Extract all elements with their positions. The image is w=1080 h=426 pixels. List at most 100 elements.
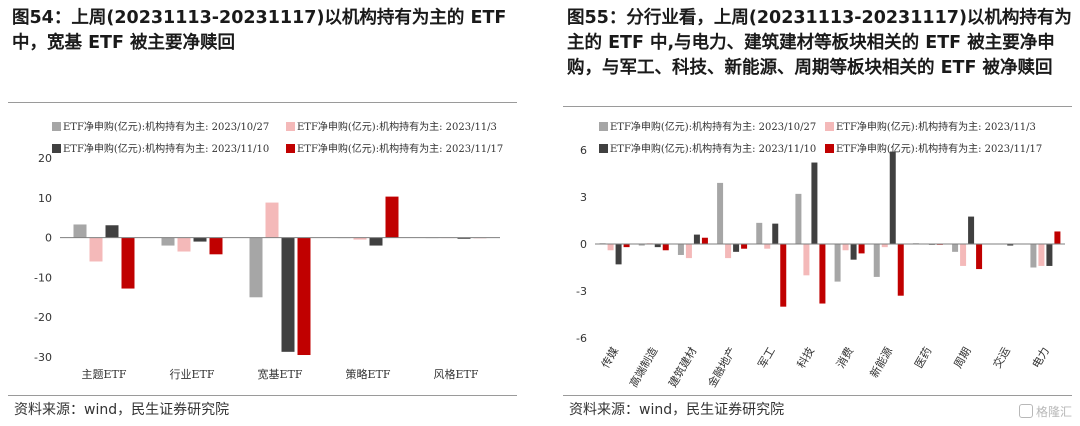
bar-2-10 — [960, 244, 967, 266]
bar-2-7 — [842, 244, 849, 251]
bar-4-4 — [741, 244, 748, 249]
legend-label: ETF净申购(亿元):机构持有为主: 2023/11/17 — [836, 144, 1043, 155]
watermark: 格隆汇 — [1018, 403, 1072, 420]
bar-1-2 — [161, 237, 175, 246]
bar-4-2 — [662, 244, 669, 251]
bar-4-12 — [1054, 231, 1061, 244]
left-legend-item-1: ETF净申购(亿元):机构持有为主: 2023/10/27 — [52, 118, 269, 133]
legend-label: ETF净申购(亿元):机构持有为主: 2023/11/10 — [63, 144, 270, 155]
y-tick-label: -10 — [34, 271, 52, 284]
left-legend-item-3: ETF净申购(亿元):机构持有为主: 2023/11/10 — [52, 140, 269, 155]
left-source-note: 资料来源：wind，民生证券研究院 — [14, 402, 230, 418]
legend-swatch — [825, 144, 834, 153]
bar-2-1 — [607, 244, 614, 251]
y-tick-label: -30 — [34, 351, 52, 364]
bar-4-10 — [976, 244, 983, 270]
bar-4-2 — [209, 237, 223, 255]
legend-swatch — [52, 144, 61, 153]
bar-4-7 — [858, 244, 865, 254]
y-tick-label: 0 — [45, 232, 52, 245]
category-label: 新能源 — [867, 345, 896, 381]
bar-4-5 — [780, 244, 787, 307]
bar-3-12 — [1046, 244, 1053, 266]
left-bottom-rule — [8, 395, 517, 396]
category-label: 电力 — [1030, 345, 1052, 371]
legend-label: ETF净申购(亿元):机构持有为主: 2023/11/10 — [610, 144, 817, 155]
category-label: 医药 — [912, 345, 934, 371]
bar-2-3 — [685, 244, 692, 259]
category-label: 宽基ETF — [258, 367, 303, 381]
legend-label: ETF净申购(亿元):机构持有为主: 2023/10/27 — [63, 122, 270, 133]
bar-4-8 — [897, 244, 904, 296]
legend-label: ETF净申购(亿元):机构持有为主: 2023/10/27 — [610, 122, 817, 133]
right-bottom-rule — [563, 395, 1072, 396]
watermark-text: 格隆汇 — [1035, 405, 1072, 419]
left-legend-item-4: ETF净申购(亿元):机构持有为主: 2023/11/17 — [286, 140, 503, 155]
bar-1-4 — [717, 182, 724, 244]
y-tick-label: 6 — [580, 144, 587, 157]
category-label: 传媒 — [599, 345, 621, 371]
bar-1-3 — [677, 244, 684, 255]
right-legend-item-4: ETF净申购(亿元):机构持有为主: 2023/11/17 — [825, 140, 1042, 155]
left-figure-title: 图54：上周(20231113-20231117)以机构持有为主的 ETF 中，… — [12, 8, 507, 53]
watermark-logo-icon — [1018, 404, 1033, 418]
legend-label: ETF净申购(亿元):机构持有为主: 2023/11/3 — [836, 122, 1036, 133]
left-figure-panel: 图54：上周(20231113-20231117)以机构持有为主的 ETF 中，… — [0, 0, 525, 426]
bar-1-3 — [249, 237, 263, 298]
legend-label: ETF净申购(亿元):机构持有为主: 2023/11/17 — [297, 144, 504, 155]
y-tick-label: -3 — [576, 285, 587, 298]
bar-3-1 — [105, 225, 119, 238]
bar-2-4 — [353, 237, 367, 240]
bar-4-1 — [121, 237, 135, 289]
category-label: 军工 — [756, 345, 778, 371]
right-top-rule — [563, 106, 1072, 107]
right-legend: ETF净申购(亿元):机构持有为主: 2023/10/27 ETF净申购(亿元)… — [555, 0, 1080, 160]
category-label: 主题ETF — [82, 368, 127, 381]
bar-1-7 — [834, 244, 841, 282]
category-label: 建筑建材 — [665, 345, 699, 390]
y-tick-label: 3 — [580, 191, 587, 204]
bar-1-5 — [756, 222, 763, 244]
bar-3-4 — [369, 237, 383, 246]
y-tick-label: 10 — [38, 192, 52, 205]
bar-2-4 — [725, 244, 732, 259]
bar-1-1 — [73, 224, 87, 238]
bar-1-12 — [1030, 244, 1037, 268]
legend-swatch — [286, 122, 295, 131]
bar-3-7 — [850, 244, 857, 260]
legend-swatch — [599, 144, 608, 153]
bar-3-2 — [654, 244, 661, 248]
bar-4-1 — [623, 244, 630, 248]
category-label: 风格ETF — [434, 367, 479, 381]
category-label: 周期 — [951, 345, 973, 371]
left-legend-item-2: ETF净申购(亿元):机构持有为主: 2023/11/3 — [286, 118, 497, 133]
bar-3-11 — [1007, 244, 1014, 246]
bar-3-4 — [733, 244, 740, 252]
bar-2-12 — [1038, 244, 1045, 266]
right-legend-item-2: ETF净申购(亿元):机构持有为主: 2023/11/3 — [825, 118, 1036, 133]
y-tick-label: -20 — [34, 311, 52, 324]
bar-2-2 — [177, 237, 191, 252]
bar-1-6 — [795, 193, 802, 244]
category-label: 行业ETF — [170, 368, 215, 381]
category-label: 高端制造 — [626, 345, 660, 390]
bar-3-3 — [281, 237, 295, 352]
legend-swatch — [825, 122, 834, 131]
bar-2-1 — [89, 237, 103, 262]
y-tick-label: -6 — [576, 332, 587, 345]
right-legend-item-3: ETF净申购(亿元):机构持有为主: 2023/11/10 — [599, 140, 816, 155]
bar-1-2 — [638, 244, 645, 246]
bar-2-3 — [265, 202, 279, 238]
bar-3-5 — [772, 223, 779, 244]
right-legend-item-1: ETF净申购(亿元):机构持有为主: 2023/10/27 — [599, 118, 816, 133]
category-label: 金融地产 — [705, 345, 739, 390]
bar-2-8 — [881, 244, 888, 248]
bar-4-3 — [297, 237, 311, 356]
bar-1-10 — [952, 244, 959, 252]
bar-3-10 — [968, 216, 975, 244]
legend-swatch — [286, 144, 295, 153]
category-label: 交运 — [990, 345, 1013, 371]
bar-4-4 — [385, 196, 399, 238]
bar-2-6 — [803, 244, 810, 276]
right-bar-chart: 6 3 0 -3 -6 传媒 高端制造 建筑建材 金融地产 军工 科技 消费 新能源 医药 周期 交运 电力 — [576, 144, 1065, 390]
